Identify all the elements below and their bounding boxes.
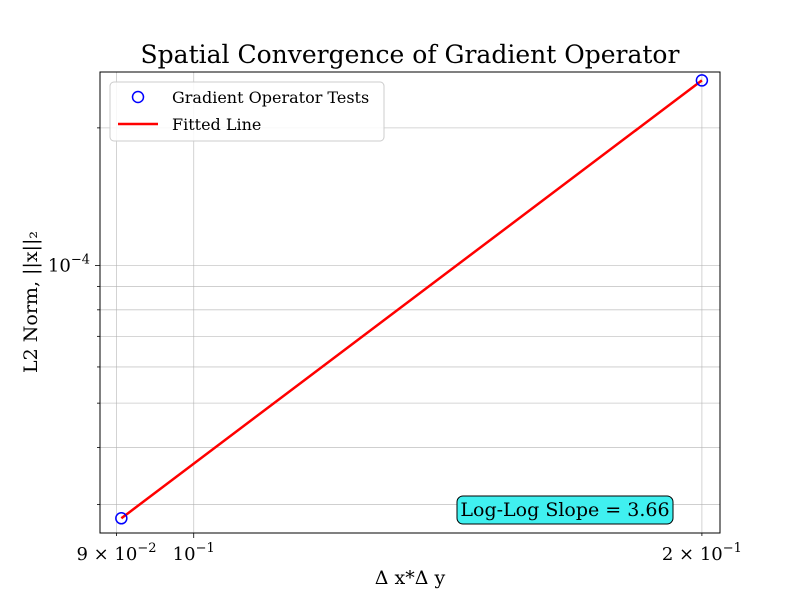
legend-label-fit: Fitted Line <box>172 115 261 134</box>
x-tick-label: 10−1 <box>173 541 215 565</box>
y-tick-label: 10−4 <box>48 253 90 277</box>
slope-annotation-text: Log-Log Slope = 3.66 <box>460 499 669 521</box>
legend-marker-tests <box>131 90 145 104</box>
legend-label-tests: Gradient Operator Tests <box>172 88 369 107</box>
x-tick-label: 2 × 10−1 <box>662 541 742 565</box>
y-axis-label: L2 Norm, ||x||₂ <box>20 231 42 373</box>
legend-box <box>109 81 385 142</box>
data-point <box>115 512 128 525</box>
x-axis-label: Δ x*Δ y <box>375 567 446 589</box>
data-layer <box>115 74 709 525</box>
slope-annotation-box <box>456 495 674 525</box>
data-point <box>695 74 709 87</box>
axis-ticks: 9 × 10−2 10−1 2 × 10−1 10−4 <box>48 127 742 565</box>
fitted-line <box>120 79 703 520</box>
chart-title: Spatial Convergence of Gradient Operator <box>141 40 680 69</box>
slope-annotation: Log-Log Slope = 3.66 <box>456 495 674 525</box>
legend: Gradient Operator Tests Fitted Line <box>109 81 385 142</box>
x-tick-label: 9 × 10−2 <box>76 541 156 565</box>
plot-frame <box>99 71 721 534</box>
grid-lines <box>100 72 720 533</box>
